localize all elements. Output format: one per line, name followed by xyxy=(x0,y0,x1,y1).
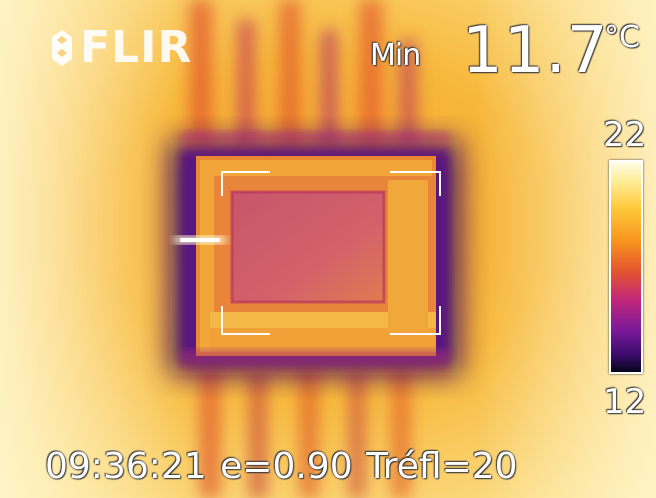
timestamp: 09:36:21 xyxy=(45,446,207,487)
measurement-box xyxy=(221,171,441,335)
scale-min-label: 12 xyxy=(603,382,647,422)
measurement-label: Min xyxy=(370,38,421,73)
measurement-value: 11.7 xyxy=(462,14,609,88)
emissivity: e=0.90 xyxy=(220,446,353,487)
reflected-temperature: Tréfl=20 xyxy=(366,446,518,487)
color-scale-bar xyxy=(609,160,643,374)
flir-logo-icon xyxy=(52,30,72,66)
scale-max-label: 22 xyxy=(603,115,647,155)
measurement-unit: °C xyxy=(604,20,640,55)
brand-text: FLIR xyxy=(80,22,193,73)
status-line: 09:36:21 e=0.90 Tréfl=20 xyxy=(45,446,518,487)
flir-logo: FLIR xyxy=(50,22,193,73)
